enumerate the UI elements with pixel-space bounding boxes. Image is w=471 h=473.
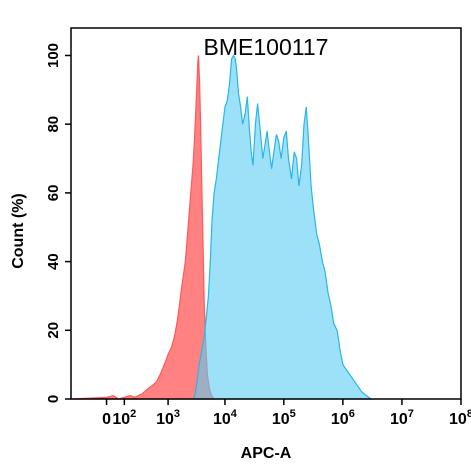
histogram-series-1 [70,55,216,400]
y-tick-label: 100 [45,43,62,68]
histogram-series-2 [193,54,373,400]
plot-frame [70,27,462,400]
plot-area [70,27,462,400]
x-tick-label: 102 [112,408,136,428]
x-axis-label: APC-A [241,445,292,462]
x-tick-label: 105 [272,408,296,428]
x-tick-label: 106 [331,408,355,428]
x-tick-label: 103 [156,408,180,428]
y-tick-label: 80 [45,116,62,133]
y-axis: 0 20 40 60 80 100 [45,43,71,403]
y-axis-label: Count (%) [10,193,27,269]
y-tick-label: 60 [45,185,62,202]
x-tick-label: 107 [390,408,414,428]
x-tick-label: 0 [102,411,111,428]
x-axis: 0 102 103 104 105 106 107 108 [102,399,471,428]
x-tick-label: 108 [449,408,471,428]
x-tick-label: 104 [213,408,238,428]
y-tick-label: 40 [45,253,62,270]
chart-title: BME100117 [204,34,329,60]
y-tick-label: 20 [45,322,62,339]
y-tick-label: 0 [45,395,62,403]
